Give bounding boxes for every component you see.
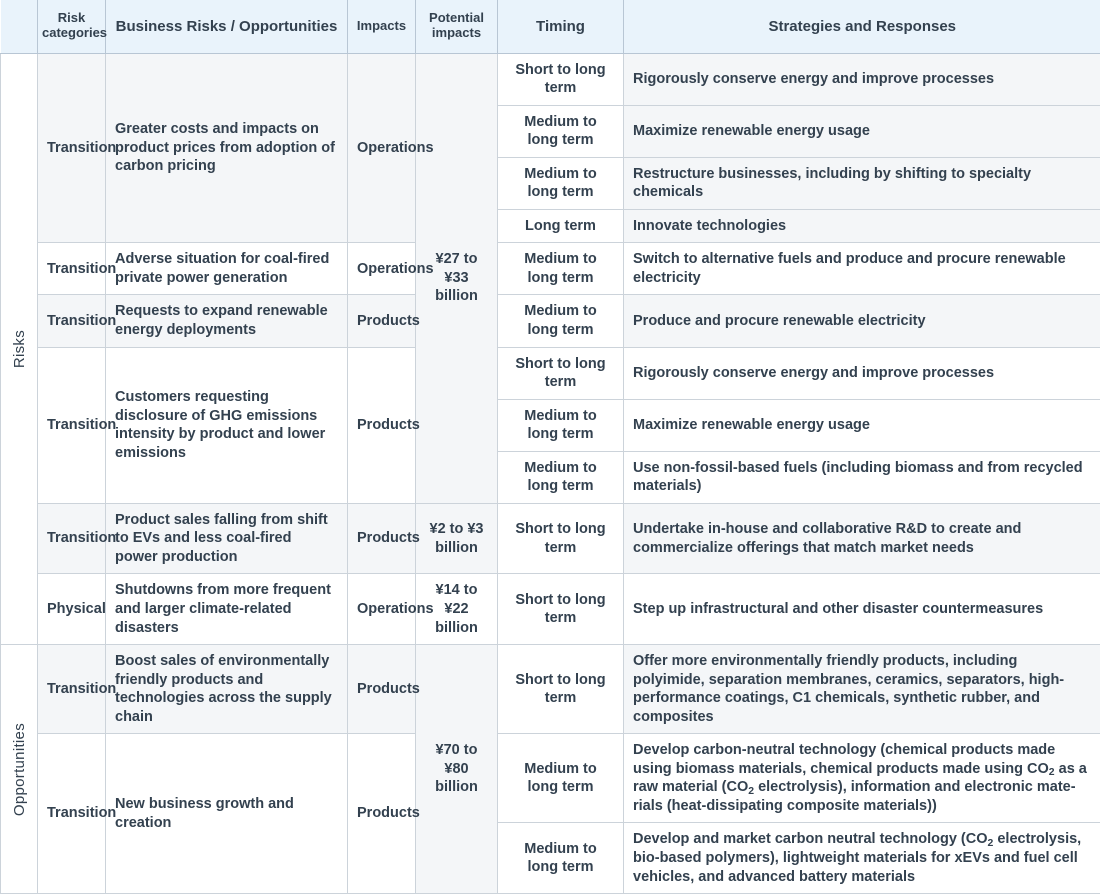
cell-timing: Medium to long term <box>498 295 624 347</box>
table-header: Risk categories Business Risks / Opportu… <box>1 0 1100 53</box>
cell-strategy: Develop carbon-neutral technology (chemi… <box>624 734 1100 823</box>
cell-business-risk: Shutdowns from more frequent and larger … <box>106 574 348 645</box>
cell-timing: Medium to long term <box>498 451 624 503</box>
cell-impacts: Operations <box>348 53 416 243</box>
cell-timing: Short to long term <box>498 574 624 645</box>
cell-strategy: Produce and procure renewable electricit… <box>624 295 1100 347</box>
cell-strategy: Step up infrastructural and other disast… <box>624 574 1100 645</box>
cell-strategy: Develop and market carbon neutral techno… <box>624 823 1100 894</box>
cell-business-risk: Product sales falling from shift to EVs … <box>106 503 348 574</box>
cell-strategy: Maximize renewable energy usage <box>624 105 1100 157</box>
potential-value-line1: ¥14 to ¥22 <box>436 582 478 617</box>
potential-value-line1: ¥70 to ¥80 <box>436 742 478 777</box>
cell-risk-category: Transition <box>38 503 106 574</box>
cell-impacts: Products <box>348 503 416 574</box>
section-label-opportunities: Opportunities <box>1 645 38 894</box>
cell-timing: Medium to long term <box>498 157 624 209</box>
cell-potential-impacts: ¥70 to ¥80 billion <box>416 645 498 894</box>
cell-strategy: Innovate technologies <box>624 209 1100 243</box>
cell-strategy: Switch to alternative fuels and produce … <box>624 243 1100 295</box>
cell-timing: Medium to long term <box>498 399 624 451</box>
cell-timing: Medium to long term <box>498 243 624 295</box>
cell-strategy: Offer more environmentally friendly prod… <box>624 645 1100 734</box>
header-business: Business Risks / Opportunities <box>106 0 348 53</box>
cell-timing: Medium to long term <box>498 734 624 823</box>
potential-value-line1: ¥27 to ¥33 <box>436 251 478 286</box>
cell-timing: Short to long term <box>498 503 624 574</box>
cell-risk-category: Physical <box>38 574 106 645</box>
cell-impacts: Products <box>348 347 416 503</box>
cell-potential-impacts: ¥2 to ¥3 billion <box>416 503 498 574</box>
header-potential-line2: impacts <box>432 25 481 40</box>
cell-risk-category: Transition <box>38 347 106 503</box>
cell-risk-category: Transition <box>38 53 106 243</box>
header-strategies: Strategies and Responses <box>624 0 1100 53</box>
section-label-risks: Risks <box>1 53 38 645</box>
cell-potential-impacts: ¥27 to ¥33 billion <box>416 53 498 503</box>
header-risk-categories-line1: Risk <box>58 10 85 25</box>
header-risk-categories-line2: categories <box>42 25 107 40</box>
cell-strategy: Undertake in-house and collaborative R&D… <box>624 503 1100 574</box>
potential-value-line2: billion <box>435 288 478 304</box>
cell-impacts: Products <box>348 295 416 347</box>
cell-strategy: Maximize renewable energy usage <box>624 399 1100 451</box>
cell-impacts: Operations <box>348 574 416 645</box>
header-row: Risk categories Business Risks / Opportu… <box>1 0 1100 53</box>
header-risk-categories: Risk categories <box>38 0 106 53</box>
cell-timing: Short to long term <box>498 645 624 734</box>
cell-business-risk: Boost sales of environmentally friendly … <box>106 645 348 734</box>
potential-value-line2: billion <box>435 540 478 556</box>
cell-strategy: Rigorously conserve energy and improve p… <box>624 53 1100 105</box>
cell-timing: Short to long term <box>498 53 624 105</box>
potential-value-line1: ¥2 to ¥3 <box>430 521 484 537</box>
header-category-corner <box>1 0 38 53</box>
cell-strategy: Rigorously conserve energy and improve p… <box>624 347 1100 399</box>
cell-business-risk: Adverse situation for coal-fired private… <box>106 243 348 295</box>
cell-timing: Short to long term <box>498 347 624 399</box>
section-label-text: Risks <box>10 330 29 368</box>
cell-timing: Medium to long term <box>498 823 624 894</box>
header-timing: Timing <box>498 0 624 53</box>
cell-impacts: Operations <box>348 243 416 295</box>
header-impacts: Impacts <box>348 0 416 53</box>
cell-risk-category: Transition <box>38 295 106 347</box>
cell-risk-category: Transition <box>38 645 106 734</box>
header-potential-impacts: Potential impacts <box>416 0 498 53</box>
cell-business-risk: Requests to expand renewable energy depl… <box>106 295 348 347</box>
cell-business-risk: Greater costs and impacts on product pri… <box>106 53 348 243</box>
cell-impacts: Products <box>348 645 416 734</box>
section-label-text: Opportunities <box>10 723 29 816</box>
cell-timing: Medium to long term <box>498 105 624 157</box>
cell-business-risk: Customers requesting disclosure of GHG e… <box>106 347 348 503</box>
potential-value-line2: billion <box>435 620 478 636</box>
header-potential-line1: Potential <box>429 10 484 25</box>
cell-strategy: Restructure businesses, including by shi… <box>624 157 1100 209</box>
potential-value-line2: billion <box>435 779 478 795</box>
cell-timing: Long term <box>498 209 624 243</box>
cell-risk-category: Transition <box>38 243 106 295</box>
cell-strategy: Use non-fossil-based fuels (including bi… <box>624 451 1100 503</box>
